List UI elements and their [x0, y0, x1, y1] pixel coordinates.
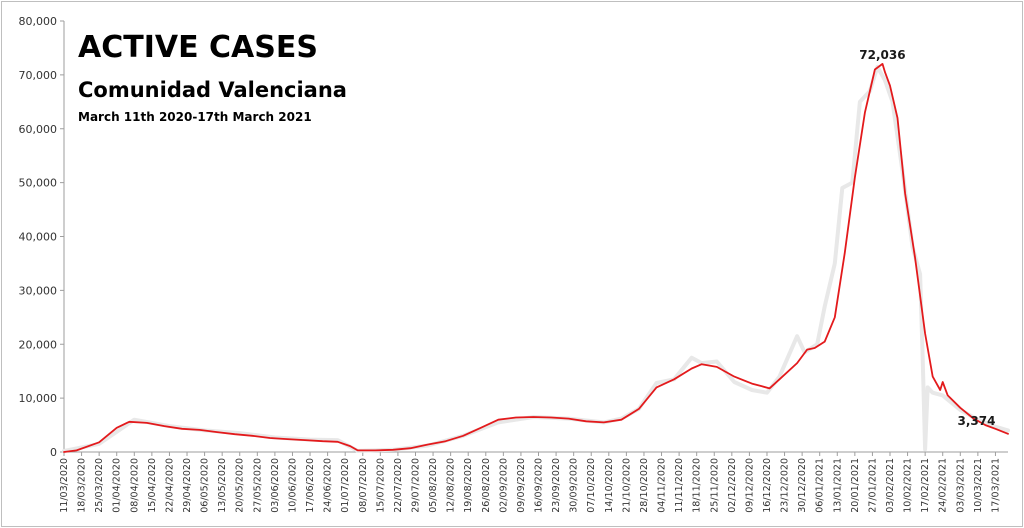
x-tick-label: 10/03/2021: [973, 458, 984, 513]
x-tick-label: 07/10/2020: [586, 458, 597, 513]
x-tick-label: 23/09/2020: [551, 458, 562, 513]
x-tick-label: 15/04/2020: [147, 458, 158, 513]
x-tick-label: 25/11/2020: [709, 458, 720, 513]
chart-title: ACTIVE CASES: [78, 30, 318, 65]
data-label-last: 3,374: [957, 414, 995, 428]
x-tick-label: 22/04/2020: [164, 458, 175, 513]
x-tick-label: 12/08/2020: [446, 458, 457, 513]
x-tick-label: 20/01/2021: [850, 458, 861, 513]
y-tick-label: 60,000: [19, 123, 58, 136]
y-tick-label: 0: [50, 446, 57, 459]
series-line-background: [62, 64, 1010, 453]
x-tick-label: 01/04/2020: [112, 458, 123, 513]
y-tick-label: 20,000: [19, 338, 58, 351]
x-tick-label: 24/02/2021: [938, 458, 949, 513]
x-tick-label: 24/06/2020: [323, 458, 334, 513]
x-tick-label: 23/12/2020: [780, 458, 791, 513]
x-tick-label: 20/05/2020: [235, 458, 246, 513]
x-tick-label: 26/08/2020: [481, 458, 492, 513]
chart-date-range: March 11th 2020-17th March 2021: [78, 110, 312, 124]
y-tick-label: 50,000: [19, 177, 58, 190]
x-tick-label: 14/10/2020: [604, 458, 615, 513]
series-line-main: [63, 63, 1009, 453]
x-tick-label: 03/06/2020: [270, 458, 281, 513]
x-tick-label: 17/06/2020: [305, 458, 316, 513]
x-tick-label: 02/09/2020: [498, 458, 509, 513]
x-axis-ticks: 11/03/2020 18/03/2020 25/03/2020 01/04/2020…: [59, 452, 1001, 513]
x-tick-label: 30/09/2020: [569, 458, 580, 513]
x-tick-label: 09/12/2020: [744, 458, 755, 513]
x-tick-label: 06/05/2020: [200, 458, 211, 513]
x-tick-label: 21/10/2020: [621, 458, 632, 513]
x-tick-label: 29/07/2020: [410, 458, 421, 513]
x-tick-label: 27/05/2020: [252, 458, 263, 513]
x-tick-label: 17/02/2021: [920, 458, 931, 513]
x-tick-label: 03/02/2021: [885, 458, 896, 513]
x-tick-label: 22/07/2020: [393, 458, 404, 513]
x-tick-label: 02/12/2020: [727, 458, 738, 513]
x-tick-label: 11/11/2020: [674, 458, 685, 513]
chart-subtitle: Comunidad Valenciana: [78, 78, 347, 102]
x-tick-label: 25/03/2020: [94, 458, 105, 513]
data-labels: 72,036 3,374: [859, 48, 995, 428]
x-tick-label: 08/04/2020: [129, 458, 140, 513]
x-tick-label: 27/01/2021: [867, 458, 878, 513]
x-tick-label: 05/08/2020: [428, 458, 439, 513]
x-tick-label: 03/03/2021: [955, 458, 966, 513]
x-tick-label: 10/06/2020: [287, 458, 298, 513]
x-tick-label: 18/11/2020: [692, 458, 703, 513]
x-tick-label: 01/07/2020: [340, 458, 351, 513]
y-axis-ticks: 0 10,000 20,000 30,000 40,000 50,000 60,000 70,…: [19, 15, 64, 459]
x-tick-label: 04/11/2020: [657, 458, 668, 513]
y-tick-label: 80,000: [19, 15, 58, 28]
x-tick-label: 29/04/2020: [182, 458, 193, 513]
x-tick-label: 13/05/2020: [217, 458, 228, 513]
x-tick-label: 09/09/2020: [516, 458, 527, 513]
x-tick-label: 11/03/2020: [59, 458, 70, 513]
x-tick-label: 28/10/2020: [639, 458, 650, 513]
x-tick-label: 18/03/2020: [77, 458, 88, 513]
x-tick-label: 16/12/2020: [762, 458, 773, 513]
y-tick-label: 10,000: [19, 392, 58, 405]
y-tick-label: 30,000: [19, 284, 58, 297]
x-tick-label: 06/01/2021: [815, 458, 826, 513]
x-tick-label: 13/01/2021: [832, 458, 843, 513]
data-label-peak: 72,036: [859, 48, 905, 62]
y-tick-label: 40,000: [19, 231, 58, 244]
x-tick-label: 08/07/2020: [358, 458, 369, 513]
x-tick-label: 15/07/2020: [375, 458, 386, 513]
x-tick-label: 17/03/2021: [990, 458, 1001, 513]
series-group: [62, 63, 1010, 453]
x-tick-label: 30/12/2020: [797, 458, 808, 513]
x-tick-label: 19/08/2020: [463, 458, 474, 513]
y-tick-label: 70,000: [19, 69, 58, 82]
x-tick-label: 16/09/2020: [534, 458, 545, 513]
x-tick-label: 10/02/2021: [903, 458, 914, 513]
